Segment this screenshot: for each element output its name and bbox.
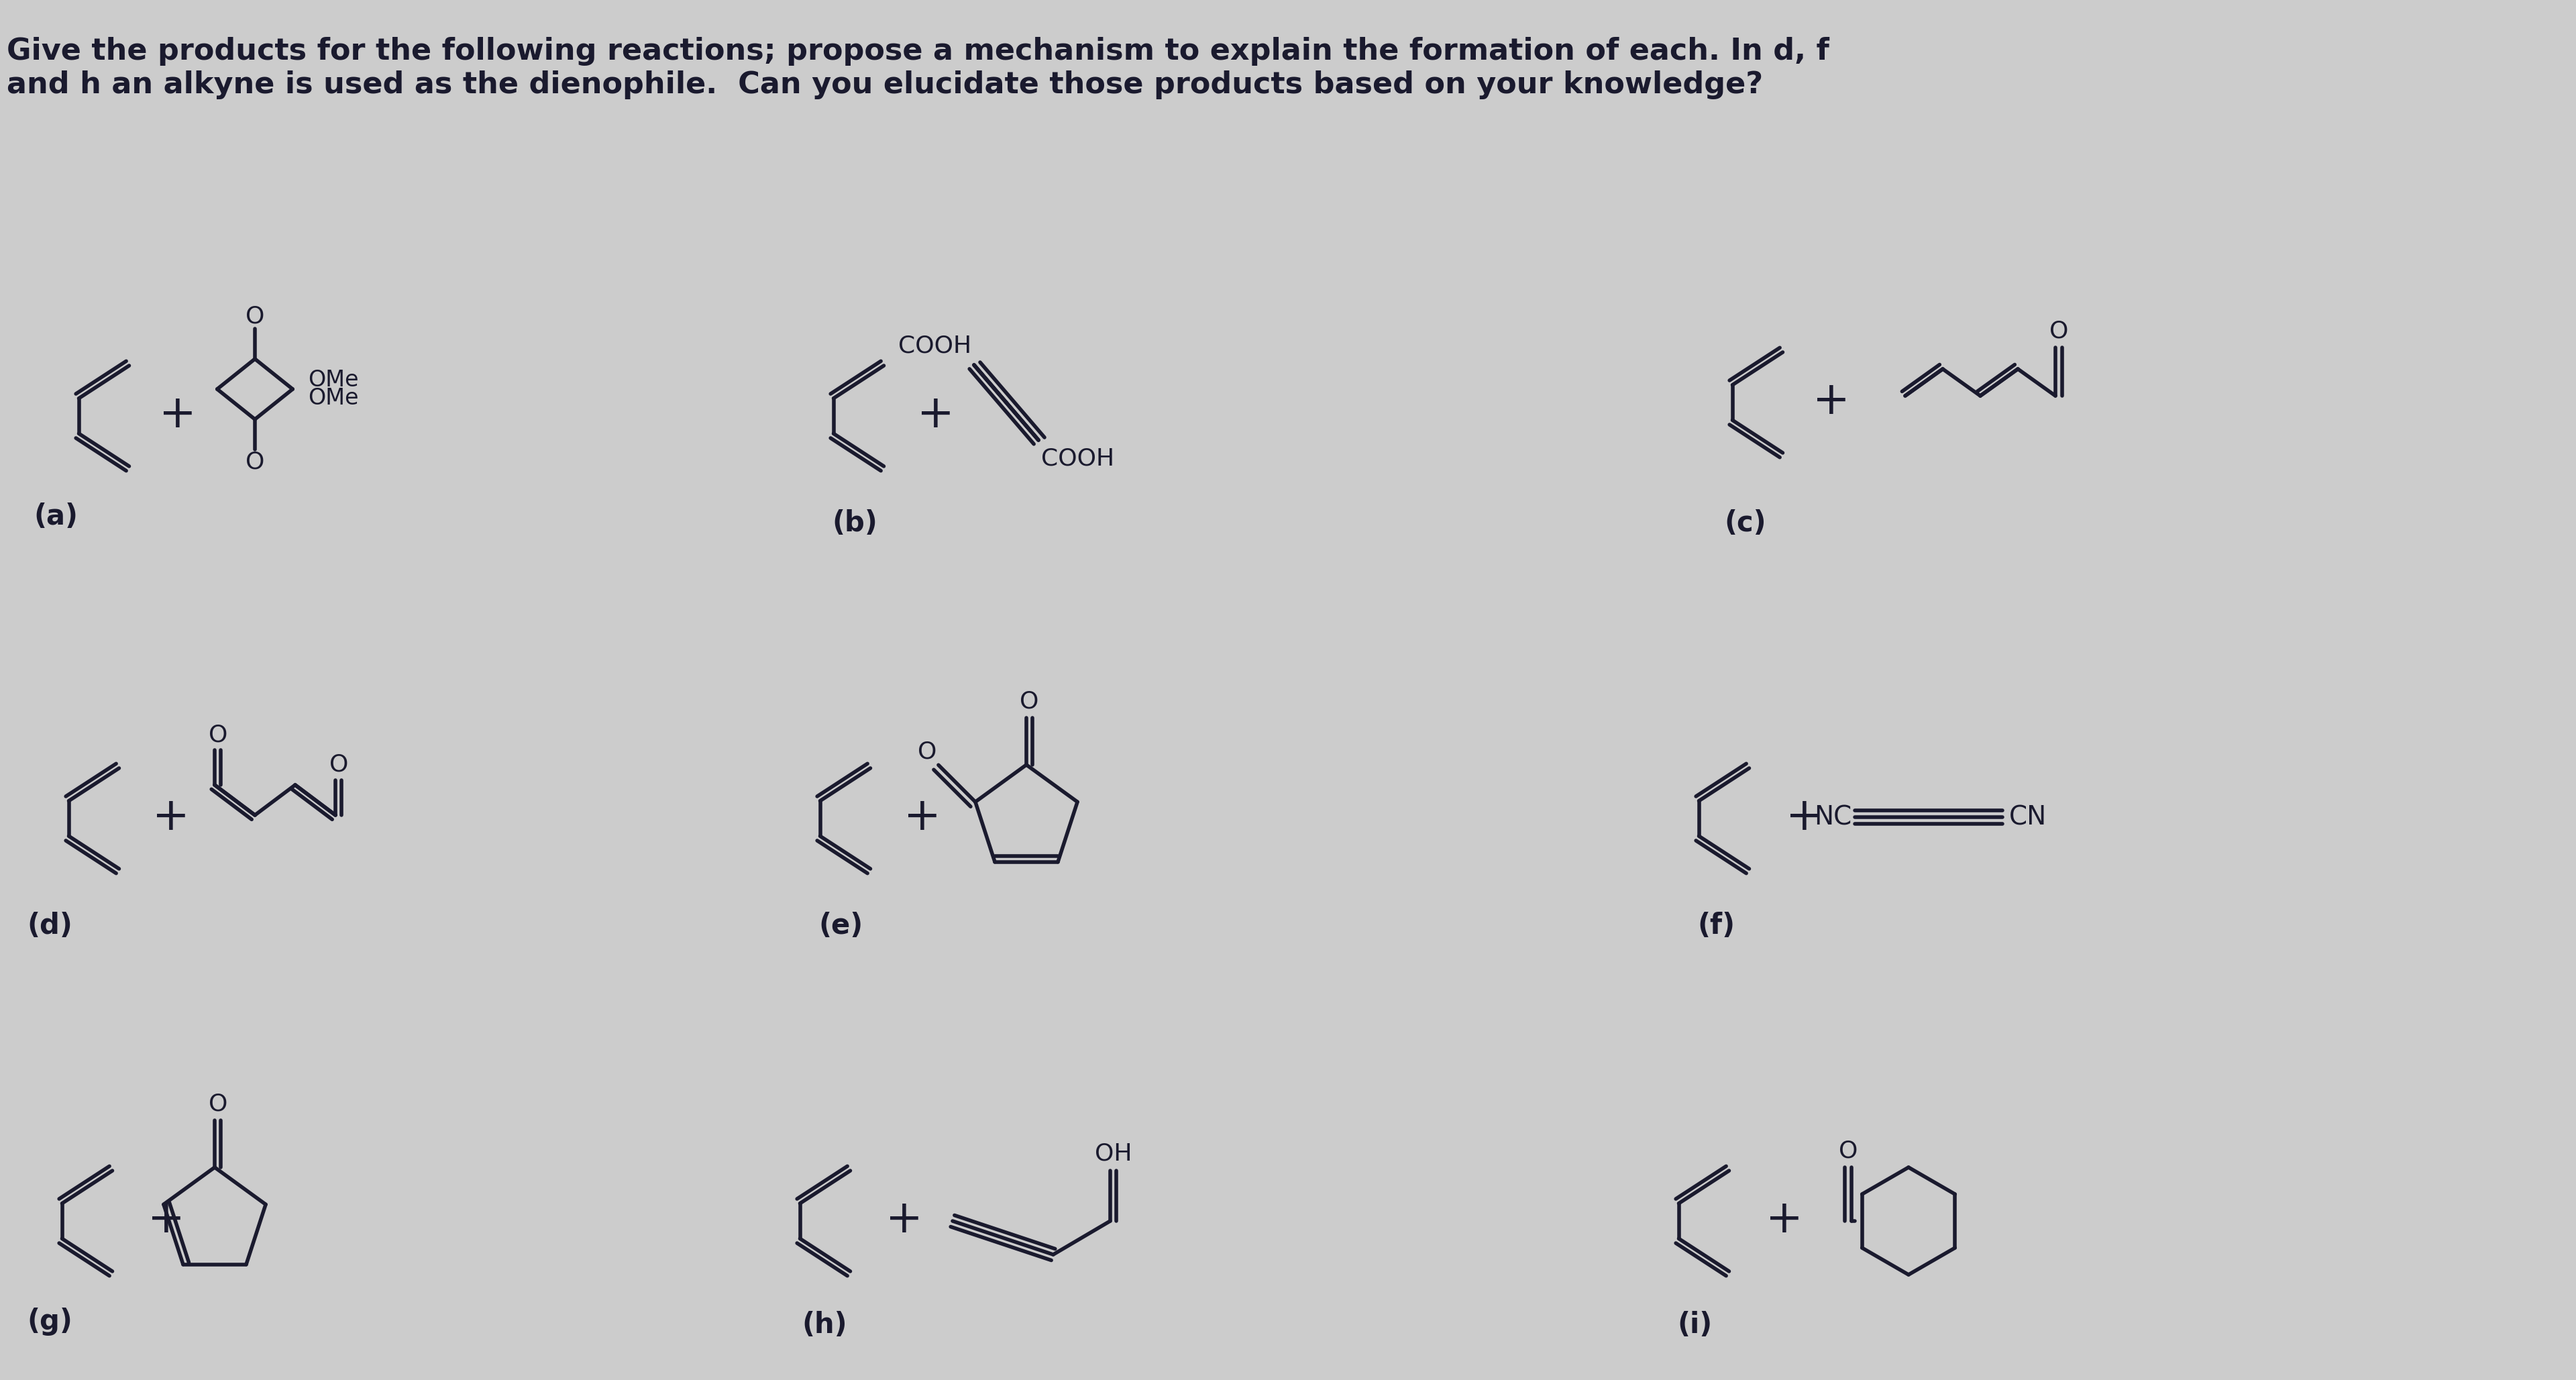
Text: (c): (c) bbox=[1723, 509, 1767, 537]
Text: +: + bbox=[1814, 380, 1850, 424]
Text: OH: OH bbox=[1095, 1143, 1133, 1165]
Text: O: O bbox=[2050, 320, 2069, 342]
Text: (e): (e) bbox=[819, 912, 863, 940]
Text: +: + bbox=[904, 795, 940, 839]
Text: +: + bbox=[917, 392, 956, 436]
Text: O: O bbox=[245, 305, 265, 327]
Text: (d): (d) bbox=[26, 912, 72, 940]
Text: NC: NC bbox=[1814, 805, 1852, 829]
Text: +: + bbox=[886, 1198, 922, 1242]
Text: O: O bbox=[245, 451, 265, 473]
Text: O: O bbox=[1839, 1138, 1857, 1162]
Text: O: O bbox=[209, 1092, 227, 1115]
Text: O: O bbox=[330, 753, 348, 776]
Text: COOH: COOH bbox=[899, 335, 971, 357]
Text: +: + bbox=[160, 392, 196, 436]
Text: OMe: OMe bbox=[307, 388, 358, 410]
Text: (a): (a) bbox=[33, 502, 77, 531]
Text: CN: CN bbox=[2009, 805, 2048, 829]
Text: +: + bbox=[1785, 795, 1824, 839]
Text: O: O bbox=[917, 740, 938, 763]
Text: (g): (g) bbox=[26, 1307, 72, 1336]
Text: +: + bbox=[1765, 1198, 1803, 1242]
Text: Give the products for the following reactions; propose a mechanism to explain th: Give the products for the following reac… bbox=[8, 37, 1829, 66]
Text: and h an alkyne is used as the dienophile.  Can you elucidate those products bas: and h an alkyne is used as the dienophil… bbox=[8, 70, 1762, 99]
Text: (i): (i) bbox=[1677, 1311, 1713, 1339]
Text: O: O bbox=[209, 723, 227, 747]
Text: (h): (h) bbox=[801, 1311, 848, 1339]
Text: COOH: COOH bbox=[1041, 447, 1115, 471]
Text: (f): (f) bbox=[1698, 912, 1734, 940]
Text: O: O bbox=[1020, 690, 1038, 712]
Text: (b): (b) bbox=[832, 509, 878, 537]
Text: +: + bbox=[147, 1198, 185, 1242]
Text: OMe: OMe bbox=[307, 368, 358, 391]
Text: +: + bbox=[152, 795, 191, 839]
